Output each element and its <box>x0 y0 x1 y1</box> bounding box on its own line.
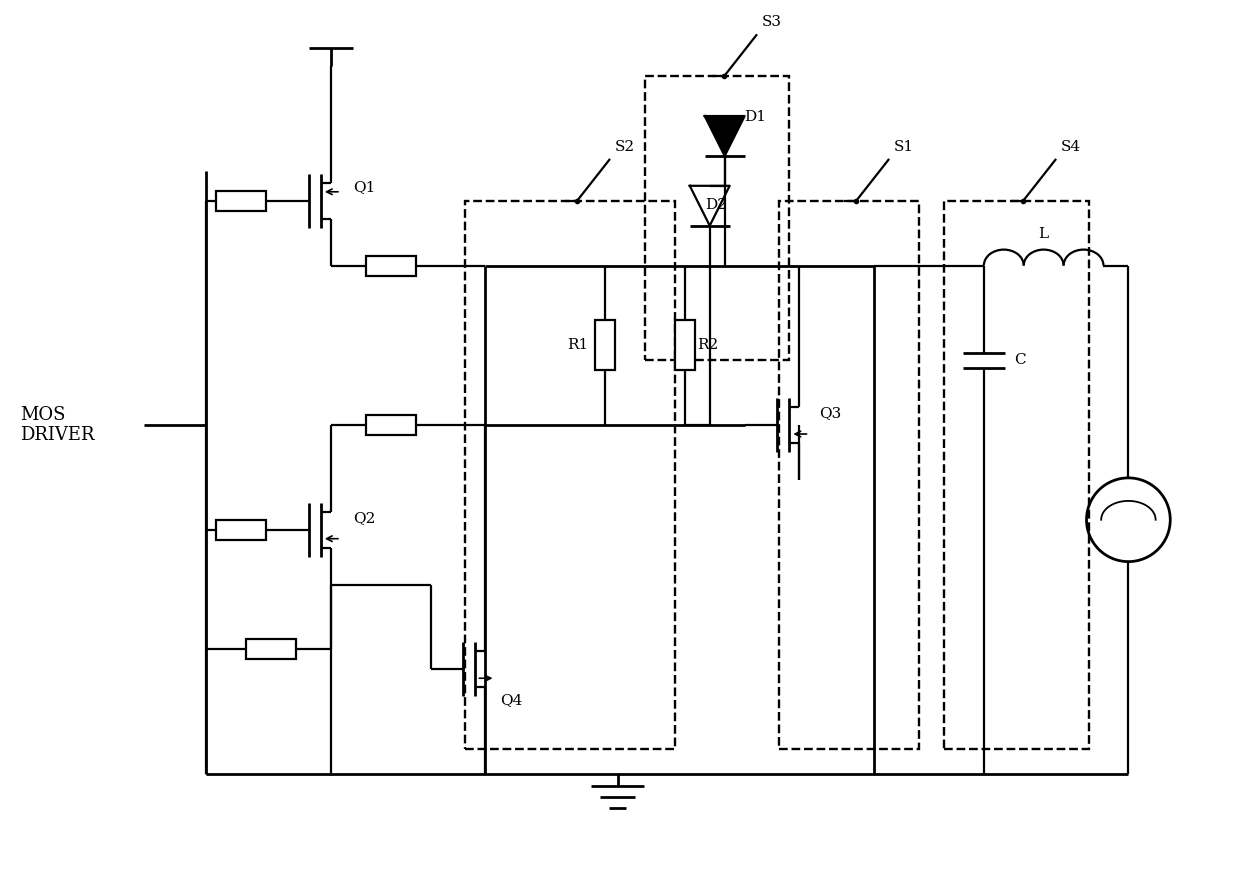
Text: C: C <box>1014 353 1026 367</box>
Text: Q4: Q4 <box>501 693 523 708</box>
Bar <box>366 255 415 275</box>
Text: S3: S3 <box>762 15 782 29</box>
Text: S2: S2 <box>615 140 636 154</box>
Text: Q2: Q2 <box>353 510 375 524</box>
Text: MOS
DRIVER: MOS DRIVER <box>20 406 94 444</box>
Text: Q1: Q1 <box>353 180 375 194</box>
Bar <box>366 415 415 435</box>
Bar <box>217 191 266 210</box>
Text: L: L <box>1038 227 1048 240</box>
Bar <box>646 77 789 360</box>
Text: D1: D1 <box>745 110 767 124</box>
Text: R2: R2 <box>696 338 719 352</box>
Bar <box>217 520 266 539</box>
Text: S4: S4 <box>1061 140 1082 154</box>
Text: S1: S1 <box>895 140 914 154</box>
Bar <box>675 320 695 370</box>
Polygon shape <box>705 116 745 156</box>
Text: D2: D2 <box>705 198 727 212</box>
Text: Q3: Q3 <box>819 406 841 420</box>
Bar <box>466 201 675 749</box>
Bar <box>944 201 1089 749</box>
Bar <box>595 320 615 370</box>
Bar <box>247 640 296 659</box>
Bar <box>779 201 919 749</box>
Text: R1: R1 <box>567 338 589 352</box>
